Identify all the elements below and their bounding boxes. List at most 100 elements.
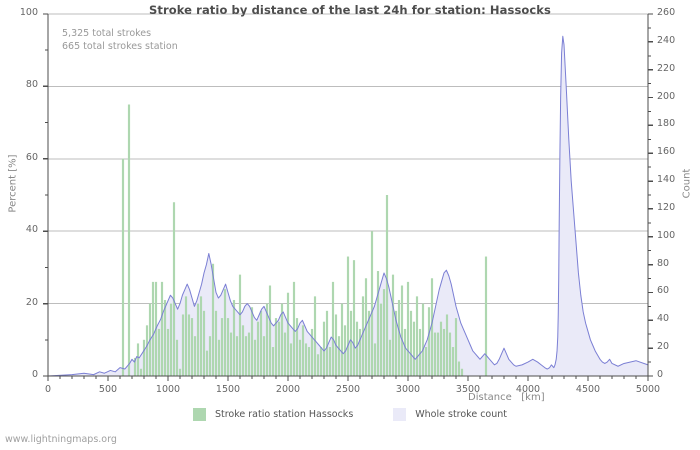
bar-stroke-ratio — [322, 321, 326, 376]
bar-stroke-ratio — [457, 361, 461, 376]
bar-stroke-ratio — [346, 256, 350, 376]
x-axis-tick-label: 4500 — [575, 384, 601, 395]
bar-stroke-ratio — [160, 281, 164, 376]
bar-stroke-ratio — [385, 195, 389, 376]
bar-stroke-ratio — [241, 325, 245, 376]
bar-stroke-ratio — [214, 310, 218, 376]
bar-stroke-ratio — [250, 307, 254, 376]
bar-stroke-ratio — [442, 328, 446, 376]
bar-stroke-ratio — [376, 271, 380, 376]
chart-annotation: 5,325 total strokes 665 total strokes st… — [62, 28, 178, 53]
bar-stroke-ratio — [133, 357, 137, 376]
bar-stroke-ratio — [415, 296, 419, 376]
bar-stroke-ratio — [292, 281, 296, 376]
bar-stroke-ratio — [430, 278, 434, 376]
y-axis-right-tick-label: 120 — [657, 201, 676, 213]
bar-stroke-ratio — [433, 332, 437, 376]
bar-stroke-ratio — [229, 332, 233, 376]
bar-stroke-ratio — [451, 347, 455, 376]
bar-stroke-ratio — [388, 339, 392, 376]
chart-legend: Stroke ratio station Hassocks Whole strok… — [0, 408, 700, 421]
site-watermark: www.lightningmaps.org — [5, 434, 117, 445]
bar-stroke-ratio — [253, 339, 257, 376]
legend-whole-count[interactable]: Whole stroke count — [393, 408, 507, 421]
bar-stroke-ratio — [367, 310, 371, 376]
legend-swatch-icon — [192, 408, 206, 421]
bar-stroke-ratio — [427, 307, 431, 376]
bar-stroke-ratio — [421, 303, 425, 376]
y-axis-right-tick-label: 140 — [657, 174, 676, 186]
bar-stroke-ratio — [199, 296, 203, 376]
bar-stroke-ratio — [283, 332, 287, 376]
x-axis-title: Distance [km] — [468, 392, 545, 403]
bar-stroke-ratio — [382, 289, 386, 376]
bar-stroke-ratio — [187, 314, 191, 376]
bar-stroke-ratio — [319, 347, 323, 376]
bar-stroke-ratio — [211, 263, 215, 376]
bar-stroke-ratio — [301, 325, 305, 376]
y-axis-left-title: Percent [%] — [7, 154, 19, 213]
bar-stroke-ratio — [220, 318, 224, 376]
bar-stroke-ratio — [403, 328, 407, 376]
bar-stroke-ratio — [397, 299, 401, 376]
bar-stroke-ratio — [358, 328, 362, 376]
y-axis-left-tick-label: 0 — [31, 369, 38, 380]
bar-stroke-ratio — [436, 332, 440, 376]
bar-stroke-ratio — [202, 310, 206, 376]
bar-stroke-ratio — [349, 310, 353, 376]
y-axis-right-tick-label: 160 — [657, 146, 676, 158]
bar-stroke-ratio — [337, 336, 341, 376]
bar-stroke-ratio — [262, 336, 266, 376]
bar-stroke-ratio — [127, 104, 131, 376]
bar-stroke-ratio — [352, 260, 356, 376]
bar-stroke-ratio — [238, 274, 242, 376]
bar-stroke-ratio — [217, 339, 221, 376]
legend-label: Whole stroke count — [415, 409, 508, 420]
bar-stroke-ratio — [448, 332, 452, 376]
y-axis-right-tick-label: 60 — [657, 285, 670, 297]
bar-stroke-ratio — [142, 339, 146, 376]
bar-stroke-ratio — [325, 310, 329, 376]
bar-stroke-ratio — [232, 299, 236, 376]
bar-stroke-ratio — [244, 336, 248, 376]
y-axis-left-tick-label: 80 — [25, 79, 38, 91]
y-axis-right-tick-label: 0 — [657, 369, 664, 380]
bar-stroke-ratio — [355, 321, 359, 376]
bar-stroke-ratio — [373, 343, 377, 376]
bar-stroke-ratio — [328, 347, 332, 376]
x-axis-tick-label: 4000 — [515, 384, 541, 395]
bar-stroke-ratio — [145, 325, 149, 376]
y-axis-right-tick-label: 240 — [657, 34, 676, 46]
bar-stroke-ratio — [271, 347, 275, 376]
bar-stroke-ratio — [247, 332, 251, 376]
bar-stroke-ratio — [313, 296, 317, 376]
legend-stroke-ratio[interactable]: Stroke ratio station Hassocks — [192, 408, 353, 421]
bar-stroke-ratio — [226, 318, 230, 376]
bar-stroke-ratio — [331, 281, 335, 376]
bar-stroke-ratio — [190, 318, 194, 376]
line-whole-stroke-count — [47, 35, 649, 377]
bar-stroke-ratio — [409, 310, 413, 376]
bar-stroke-ratio — [361, 296, 365, 376]
x-axis-tick-label: 2500 — [335, 384, 361, 395]
bar-stroke-ratio — [391, 274, 395, 376]
bar-stroke-ratio — [256, 321, 260, 376]
bar-stroke-ratio — [304, 343, 308, 376]
y-axis-right-tick-label: 260 — [657, 7, 676, 18]
x-axis-tick-label: 1500 — [215, 384, 241, 395]
bar-stroke-ratio — [445, 314, 449, 376]
annotation-line-1: 5,325 total strokes — [62, 28, 152, 39]
bar-stroke-ratio — [454, 318, 458, 376]
x-axis-tick-label: 5000 — [635, 384, 661, 395]
annotation-line-2: 665 total strokes station — [62, 40, 178, 52]
bar-stroke-ratio — [343, 325, 347, 376]
bar-stroke-ratio — [178, 368, 182, 376]
y-axis-right-tick-label: 220 — [657, 62, 676, 74]
bar-stroke-ratio — [280, 303, 284, 376]
bar-stroke-ratio — [412, 321, 416, 376]
bar-stroke-ratio — [181, 314, 185, 376]
x-axis-tick-label: 3000 — [395, 384, 421, 395]
bar-stroke-ratio — [223, 289, 227, 376]
bar-stroke-ratio — [406, 281, 410, 376]
y-axis-right-tick-label: 40 — [657, 313, 670, 325]
